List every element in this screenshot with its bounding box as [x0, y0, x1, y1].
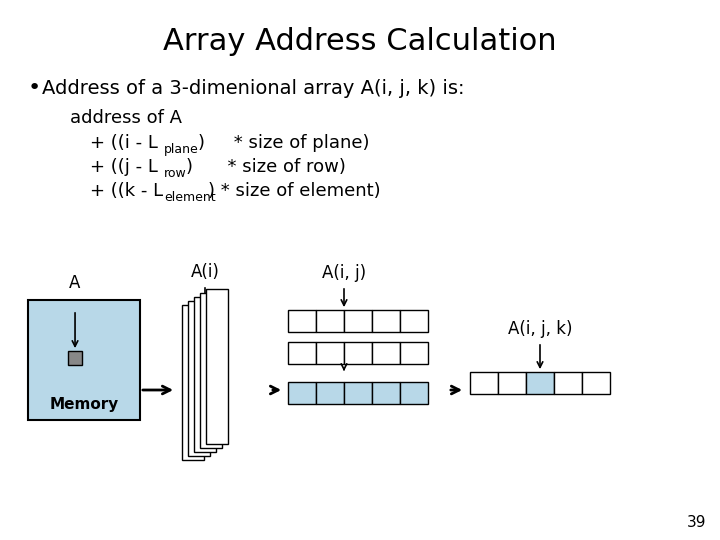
Bar: [316, 310, 344, 332]
Bar: [372, 310, 400, 332]
Bar: [372, 382, 400, 404]
Bar: [582, 372, 610, 394]
Text: plane: plane: [164, 143, 199, 156]
Text: Address of a 3-dimenional array A(i, j, k) is:: Address of a 3-dimenional array A(i, j, …: [42, 78, 464, 98]
Bar: [344, 382, 372, 404]
Bar: [288, 382, 316, 404]
Bar: [498, 372, 526, 394]
Text: row: row: [164, 167, 186, 180]
Text: •: •: [28, 78, 41, 98]
Text: A(i, j): A(i, j): [322, 264, 366, 282]
Polygon shape: [188, 301, 210, 456]
Bar: [400, 310, 428, 332]
Text: A(i): A(i): [191, 263, 220, 281]
Text: A: A: [69, 274, 81, 292]
Text: )      * size of row): ) * size of row): [186, 158, 346, 176]
Polygon shape: [182, 305, 204, 460]
Text: element: element: [164, 191, 215, 204]
Bar: [554, 372, 582, 394]
Bar: [470, 372, 498, 394]
Text: address of A: address of A: [70, 109, 182, 127]
Polygon shape: [200, 293, 222, 448]
Text: + ((k - L: + ((k - L: [90, 182, 163, 200]
Text: Memory: Memory: [50, 396, 119, 411]
Text: )     * size of plane): ) * size of plane): [198, 134, 369, 152]
Text: + ((i - L: + ((i - L: [90, 134, 158, 152]
Text: 39: 39: [686, 515, 706, 530]
Bar: [344, 310, 372, 332]
Bar: [68, 351, 82, 365]
Bar: [344, 342, 372, 364]
Bar: [316, 342, 344, 364]
Bar: [28, 300, 140, 420]
Bar: [316, 382, 344, 404]
Text: Array Address Calculation: Array Address Calculation: [163, 28, 557, 57]
Bar: [288, 310, 316, 332]
Text: + ((j - L: + ((j - L: [90, 158, 158, 176]
Polygon shape: [194, 297, 216, 452]
Bar: [400, 342, 428, 364]
Bar: [372, 342, 400, 364]
Bar: [288, 342, 316, 364]
Polygon shape: [206, 289, 228, 444]
Text: A(i, j, k): A(i, j, k): [508, 320, 572, 338]
Bar: [400, 382, 428, 404]
Text: ) * size of element): ) * size of element): [208, 182, 381, 200]
Bar: [526, 372, 554, 394]
